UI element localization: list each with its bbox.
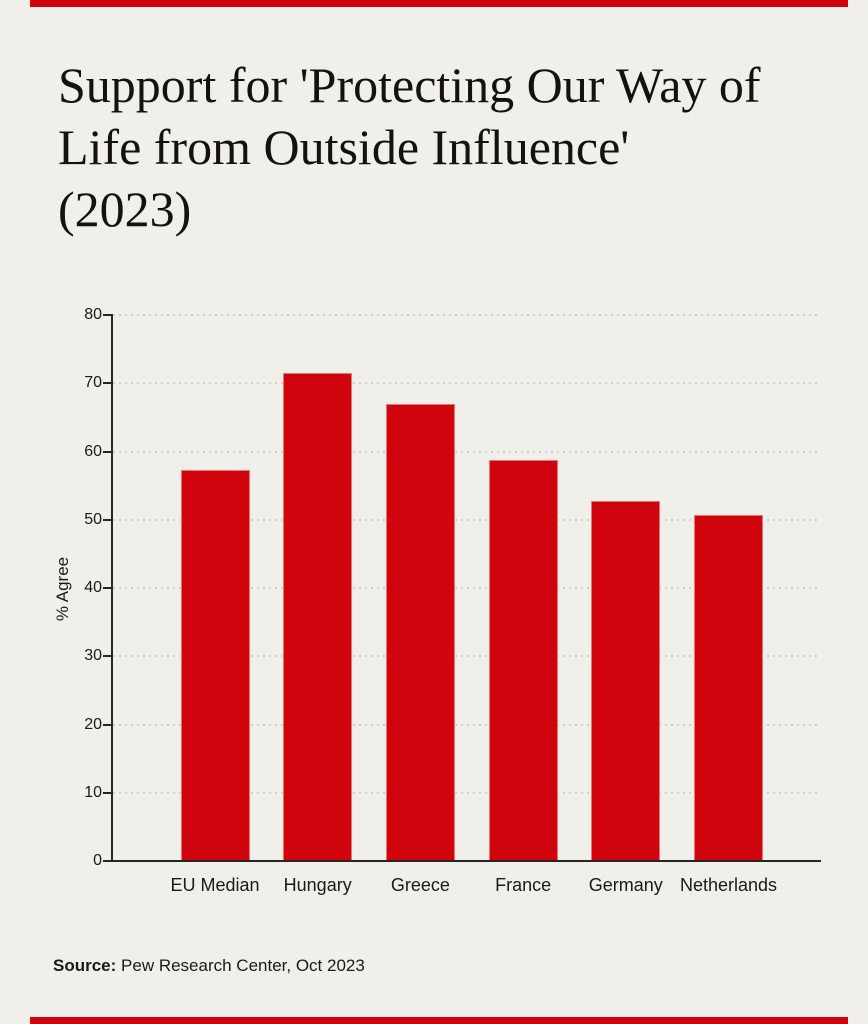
y-tick-label-80: 80	[84, 306, 102, 323]
y-tick-label-20: 20	[84, 715, 102, 733]
x-category-label-hungary: Hungary	[283, 875, 352, 895]
x-category-label-germany: Germany	[588, 875, 663, 895]
bar-germany	[591, 501, 661, 861]
y-axis-tick-50	[103, 518, 112, 521]
y-tick-label-60: 60	[84, 442, 102, 460]
x-axis-line	[111, 860, 821, 862]
grid-line-70	[113, 382, 821, 385]
source-text: Pew Research Center, Oct 2023	[116, 956, 365, 975]
y-tick-label-0: 0	[93, 852, 102, 869]
grid-line-10	[113, 791, 821, 794]
y-axis-tick-20	[103, 723, 112, 726]
bar-eu-median	[180, 469, 250, 861]
y-tick-label-70: 70	[84, 374, 102, 392]
grid-line-30	[113, 655, 821, 658]
y-tick-label-50: 50	[84, 510, 102, 528]
grid-line-80	[113, 314, 821, 316]
top-accent-bar	[30, 0, 848, 7]
y-axis-tick-40	[103, 587, 112, 589]
x-category-label-netherlands: Netherlands	[679, 875, 778, 895]
y-axis-tick-70	[103, 382, 112, 385]
bar-hungary	[283, 373, 353, 861]
grid-line-60	[113, 450, 821, 453]
x-category-label-greece: Greece	[390, 875, 450, 895]
y-axis-tick-80	[103, 314, 112, 316]
chart-title-line-1: Support for 'Protecting Our Way of	[58, 57, 761, 113]
bottom-accent-bar	[30, 1017, 848, 1024]
y-tick-label-40: 40	[84, 579, 102, 596]
y-axis-tick-60	[103, 450, 112, 453]
chart-title-line-3: (2023)	[58, 181, 192, 237]
y-axis-tick-30	[103, 655, 112, 658]
y-axis-tick-10	[103, 791, 112, 794]
y-axis-line	[111, 314, 113, 862]
source-line: Source: Pew Research Center, Oct 2023	[53, 956, 365, 976]
grid-line-40	[113, 587, 821, 589]
chart-title-line-2: Life from Outside Influence'	[58, 119, 630, 175]
bar-france	[488, 460, 558, 861]
x-category-label-eu-median: EU Median	[170, 875, 260, 895]
source-label: Source:	[53, 956, 117, 975]
grid-line-20	[113, 723, 821, 726]
chart-title: Support for 'Protecting Our Way of Life …	[58, 54, 761, 240]
bar-netherlands	[694, 514, 763, 861]
y-tick-label-30: 30	[84, 647, 102, 665]
bar-greece	[385, 403, 455, 861]
grid-line-50	[113, 518, 821, 521]
y-axis-tick-0	[103, 860, 112, 862]
x-category-label-france: France	[495, 875, 552, 895]
y-tick-label-10: 10	[84, 783, 102, 801]
